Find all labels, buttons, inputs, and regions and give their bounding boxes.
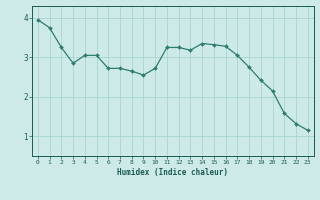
X-axis label: Humidex (Indice chaleur): Humidex (Indice chaleur) [117, 168, 228, 177]
